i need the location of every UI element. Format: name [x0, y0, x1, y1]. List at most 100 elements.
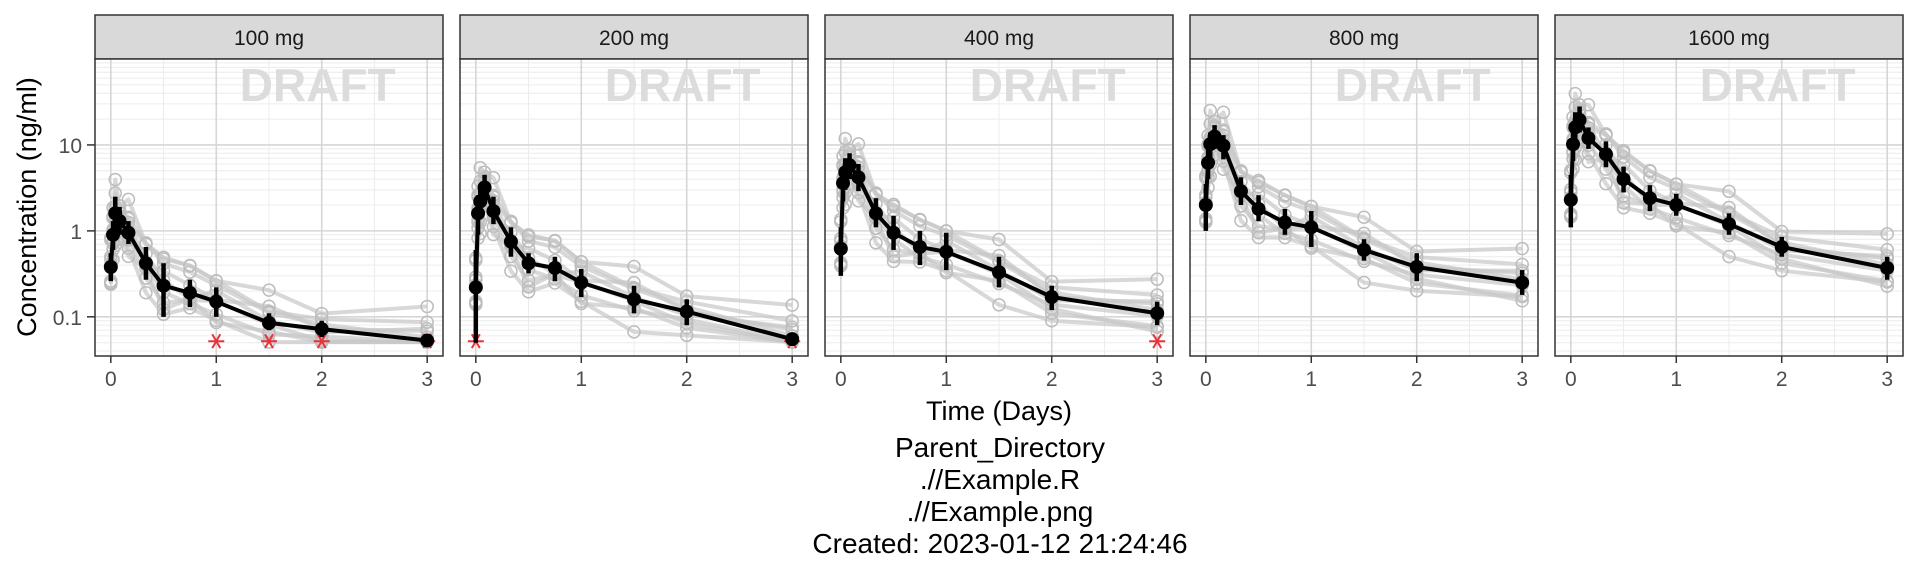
mean-point [868, 206, 883, 221]
mean-point [420, 333, 435, 348]
y-tick-label: 0.1 [53, 307, 82, 330]
panel-plot-area: DRAFT [460, 59, 808, 356]
blq-marker-stroke [264, 333, 274, 349]
mean-point [1304, 220, 1319, 235]
mean-point [468, 280, 483, 295]
x-tick-label: 2 [1046, 368, 1058, 391]
subject-profile-line [838, 136, 1158, 284]
subject-observation-point [486, 227, 501, 242]
x-tick-label: 3 [1881, 368, 1893, 391]
x-tick-label: 0 [1200, 368, 1212, 391]
mean-point [851, 170, 866, 185]
mean-point [836, 176, 851, 191]
mean-point [547, 260, 562, 275]
x-tick-label: 0 [470, 368, 482, 391]
mean-point [886, 225, 901, 240]
panel-plot-area: DRAFT [95, 59, 443, 356]
mean-point [912, 239, 927, 254]
caption-script: .//Example.R [919, 464, 1081, 495]
subject-observation-point [1722, 249, 1736, 264]
mean-point [574, 275, 589, 290]
mean-point [138, 256, 153, 271]
mean-point [1277, 215, 1292, 230]
subject-observation-point [1599, 128, 1613, 142]
mean-point [156, 278, 171, 293]
blq-marker-stroke [211, 333, 222, 349]
mean-point [486, 204, 501, 219]
subject-observation-point [314, 306, 329, 321]
subject-observation-point [1357, 210, 1371, 224]
x-tick-label: 3 [421, 368, 433, 391]
subject-observation-point [1581, 154, 1596, 169]
subject-profile-line [473, 165, 793, 308]
mean-point [1581, 131, 1596, 146]
mean-point [1563, 192, 1578, 207]
mean-point [314, 322, 329, 337]
subject-observation-point [1581, 98, 1596, 112]
mean-point [833, 241, 848, 256]
blq-marker [313, 333, 330, 349]
mean-point [209, 294, 224, 309]
blq-marker [1149, 333, 1166, 349]
x-tick-label: 1 [940, 368, 952, 391]
x-tick-label: 3 [1151, 368, 1163, 391]
subject-profile-line [838, 181, 1158, 330]
panel-plot-area: DRAFT [1555, 59, 1903, 356]
subject-observation-point [209, 274, 224, 288]
subject-observation-point [574, 296, 589, 311]
mean-point [182, 285, 197, 300]
subject-observation-point [1568, 86, 1582, 101]
panel-800-mg: 800 mg DRAFT 0 1 2 3 [1189, 14, 1539, 391]
x-tick-label: 2 [316, 368, 328, 391]
panel-1600-mg: 1600 mg DRAFT 0 1 2 3 [1554, 14, 1904, 391]
panel-400-mg: 400 mg DRAFT 0 1 2 3 [824, 14, 1174, 391]
subject-observation-point [183, 259, 197, 273]
facet-label: 1600 mg [1688, 27, 1770, 50]
blq-marker [208, 333, 225, 349]
y-tick-label: 1 [70, 221, 82, 244]
blq-marker-stroke [316, 333, 327, 349]
subject-observation-point [420, 299, 434, 314]
facet-strip [94, 14, 444, 60]
mean-point [1515, 275, 1530, 290]
panel-border [1189, 58, 1539, 357]
mean-point [1216, 138, 1231, 153]
x-tick-label: 0 [105, 368, 117, 391]
draft-watermark: DRAFT [240, 59, 396, 111]
mean-point [1722, 217, 1736, 232]
blq-marker [261, 333, 277, 349]
draft-watermark: DRAFT [605, 59, 761, 111]
subject-observation-point [1251, 173, 1266, 188]
subject-observation-point [1216, 105, 1231, 120]
mean-point [471, 206, 486, 221]
panel-border [94, 58, 444, 357]
subject-observation-point [473, 160, 487, 175]
subject-observation-point [1150, 324, 1164, 339]
subject-observation-point [420, 315, 434, 330]
subject-observation-point [504, 264, 518, 278]
mean-point [112, 214, 127, 229]
panel-100-mg: 100 mg DRAFT 0 1 2 3 [94, 14, 444, 391]
mean-point [842, 158, 857, 173]
subject-observation-point [1234, 213, 1248, 228]
panel-border [1554, 58, 1904, 357]
mean-point [1150, 306, 1165, 321]
subject-observation-point [913, 213, 927, 227]
x-tick-label: 2 [1411, 368, 1423, 391]
mean-point [679, 304, 694, 319]
mean-point [1880, 260, 1895, 275]
facet-strip [1189, 14, 1539, 60]
subject-observation-point [785, 314, 799, 328]
caption-image: .//Example.png [906, 496, 1094, 527]
mean-point [785, 332, 800, 347]
subject-observation-point [627, 325, 641, 339]
subject-observation-point [1599, 176, 1613, 191]
facet-label: 800 mg [1329, 27, 1399, 50]
x-tick-label: 2 [1776, 368, 1788, 391]
facet-label: 200 mg [599, 27, 669, 50]
subject-observation-point [139, 285, 153, 300]
x-tick-label: 3 [786, 368, 798, 391]
facet-strip [1554, 14, 1904, 60]
subject-observation-point [1880, 227, 1894, 241]
draft-watermark: DRAFT [970, 59, 1126, 111]
